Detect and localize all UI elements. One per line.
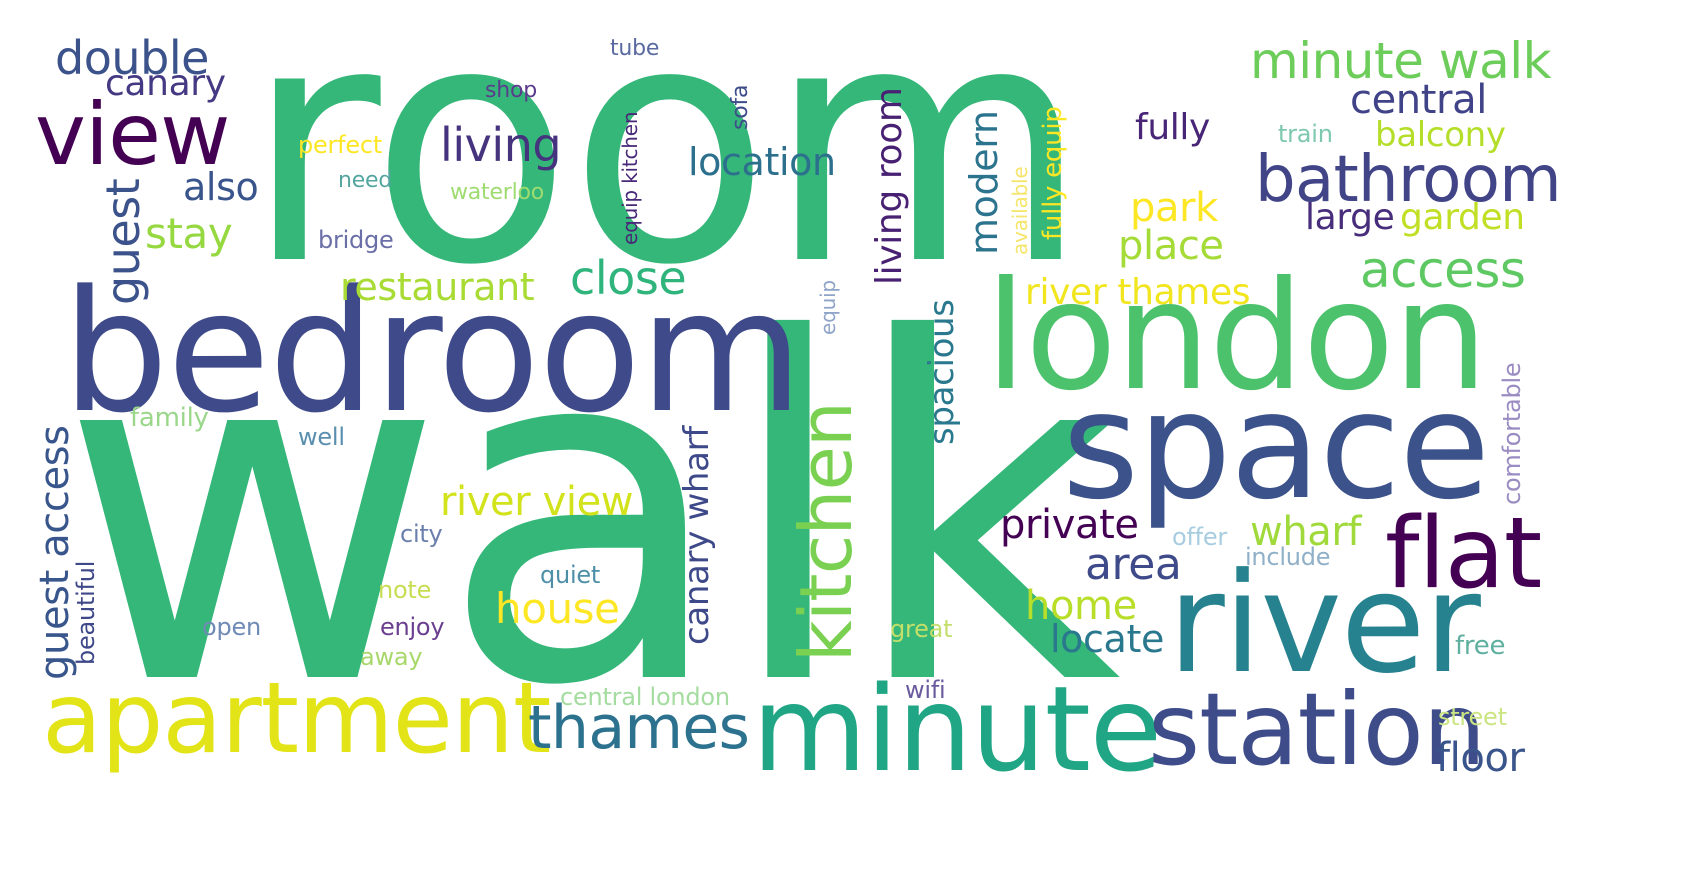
word-guest-access: guest access (32, 425, 78, 680)
word-thames: thames (528, 693, 750, 763)
word-open: open (202, 613, 261, 641)
word-bedroom: bedroom (62, 254, 803, 450)
word-train: train (1278, 120, 1333, 148)
word-shop: shop (485, 78, 537, 103)
word-street: street (1438, 703, 1507, 731)
word-guest: guest (96, 178, 150, 305)
word-garden: garden (1400, 197, 1525, 238)
word-area: area (1085, 539, 1182, 590)
word-need: need (338, 168, 393, 193)
word-walk: walk (60, 241, 1121, 788)
word-double: double (55, 31, 210, 85)
word-house: house (495, 584, 620, 633)
word-well: well (298, 423, 345, 451)
word-waterloo: waterloo (450, 180, 544, 205)
word-quiet: quiet (540, 561, 601, 589)
word-central-london: central london (560, 683, 730, 711)
word-comfortable: comfortable (1498, 362, 1526, 505)
word-private: private (1000, 502, 1139, 548)
word-minute: minute (752, 660, 1162, 798)
word-great: great (890, 615, 953, 643)
word-home: home (1025, 583, 1137, 629)
word-fully: fully (1135, 107, 1210, 148)
word-perfect: perfect (298, 131, 383, 159)
word-kitchen: kitchen (784, 401, 868, 662)
word-canary-wharf: canary wharf (677, 426, 717, 645)
word-also: also (183, 165, 259, 209)
word-access: access (1360, 241, 1526, 299)
word-spacious: spacious (922, 299, 962, 445)
word-free: free (1455, 631, 1506, 661)
word-station: station (1148, 671, 1486, 788)
word-beautiful: beautiful (72, 560, 100, 665)
word-river-thames: river thames (1025, 272, 1251, 313)
word-stay: stay (145, 209, 233, 258)
word-central: central (1350, 77, 1487, 123)
word-available: available (1008, 166, 1032, 255)
word-apartment: apartment (42, 662, 551, 776)
word-family: family (130, 403, 209, 433)
word-canary: canary (105, 63, 226, 104)
word-wifi: wifi (905, 676, 946, 704)
word-offer: offer (1172, 523, 1228, 551)
word-include: include (1245, 543, 1331, 571)
word-enjoy: enjoy (380, 613, 445, 641)
word-large: large (1305, 197, 1395, 238)
word-river: river (1168, 543, 1481, 704)
word-minute-walk: minute walk (1250, 32, 1552, 90)
word-river-view: river view (440, 479, 634, 525)
word-away: away (360, 643, 423, 671)
word-place: place (1118, 223, 1224, 269)
word-note: note (378, 576, 432, 604)
word-restaurant: restaurant (340, 265, 535, 309)
word-sofa: sofa (728, 84, 753, 130)
word-equip-kitchen: equip kitchen (618, 111, 642, 245)
word-flat: flat (1385, 497, 1542, 611)
word-view: view (35, 85, 230, 185)
word-tube: tube (610, 36, 660, 61)
word-close: close (570, 251, 687, 305)
word-location: location (688, 140, 836, 184)
word-locate: locate (1050, 617, 1164, 661)
word-bridge: bridge (318, 226, 394, 254)
word-wharf: wharf (1250, 509, 1362, 555)
word-london: london (985, 250, 1488, 424)
word-living: living (440, 118, 562, 172)
word-city: city (400, 520, 443, 548)
word-living-room: living room (869, 87, 910, 285)
word-room: room (245, 0, 1089, 337)
word-bathroom: bathroom (1255, 143, 1562, 217)
word-park: park (1130, 185, 1218, 231)
word-space: space (1062, 360, 1490, 532)
word-equip: equip (816, 280, 840, 335)
word-balcony: balcony (1375, 115, 1506, 155)
word-modern: modern (962, 110, 1006, 255)
word-fully-equip: fully equip (1038, 106, 1068, 240)
word-floor: floor (1436, 735, 1525, 781)
